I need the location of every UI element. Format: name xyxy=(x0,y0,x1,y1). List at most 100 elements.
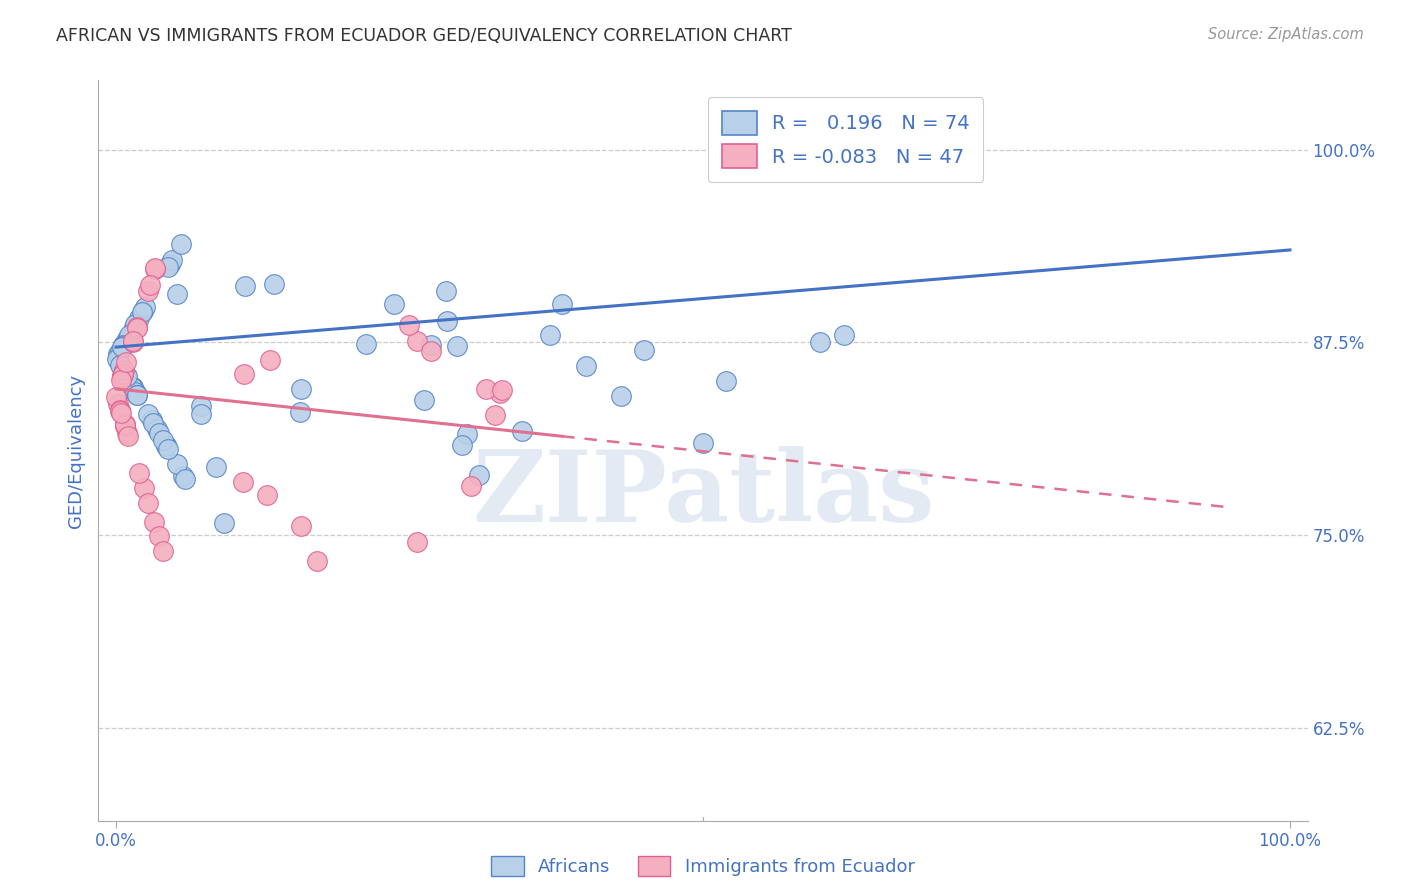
Point xyxy=(610,389,633,403)
Point xyxy=(111,369,134,384)
Point xyxy=(214,516,236,530)
Point xyxy=(121,335,143,350)
Point xyxy=(107,397,129,411)
Point xyxy=(152,544,174,558)
Point xyxy=(263,277,285,291)
Point xyxy=(128,310,150,325)
Point xyxy=(434,284,457,298)
Point xyxy=(110,359,132,374)
Point xyxy=(551,297,574,311)
Point xyxy=(115,355,138,369)
Point xyxy=(538,327,561,342)
Point xyxy=(143,515,166,529)
Point xyxy=(124,384,146,399)
Point xyxy=(460,479,482,493)
Point xyxy=(145,422,167,436)
Point xyxy=(114,336,136,351)
Point xyxy=(716,374,738,388)
Point xyxy=(110,373,132,387)
Point xyxy=(405,334,427,348)
Point xyxy=(125,321,148,335)
Point xyxy=(110,406,132,420)
Point xyxy=(256,488,278,502)
Point xyxy=(232,367,254,381)
Point xyxy=(290,518,312,533)
Point xyxy=(115,369,138,384)
Point xyxy=(122,334,145,348)
Point xyxy=(259,352,281,367)
Point xyxy=(382,297,405,311)
Point xyxy=(112,365,135,379)
Point xyxy=(139,277,162,292)
Point xyxy=(160,253,183,268)
Point xyxy=(105,351,128,366)
Point xyxy=(111,367,134,381)
Point xyxy=(107,347,129,361)
Point xyxy=(112,363,135,377)
Point xyxy=(114,418,136,433)
Point xyxy=(155,439,177,453)
Point xyxy=(115,368,138,383)
Point xyxy=(232,475,254,489)
Point xyxy=(127,320,149,334)
Point xyxy=(406,535,429,549)
Point xyxy=(117,428,139,442)
Point xyxy=(420,344,443,359)
Point xyxy=(110,404,132,418)
Point xyxy=(108,402,131,417)
Point xyxy=(290,405,312,419)
Point xyxy=(491,383,513,397)
Point xyxy=(633,343,655,358)
Point xyxy=(131,305,153,319)
Point xyxy=(105,390,128,404)
Point xyxy=(290,382,312,396)
Point xyxy=(108,344,131,359)
Text: ZIPatlas: ZIPatlas xyxy=(472,446,934,543)
Y-axis label: GED/Equivalency: GED/Equivalency xyxy=(67,374,86,527)
Point xyxy=(155,438,177,452)
Point xyxy=(436,314,458,328)
Point xyxy=(111,368,134,382)
Point xyxy=(112,365,135,379)
Point xyxy=(456,427,478,442)
Point xyxy=(159,257,181,271)
Point xyxy=(692,435,714,450)
Point xyxy=(412,392,434,407)
Point xyxy=(122,320,145,334)
Point xyxy=(132,481,155,495)
Point xyxy=(305,553,328,567)
Point xyxy=(114,417,136,432)
Point xyxy=(114,417,136,432)
Point xyxy=(136,284,159,298)
Point xyxy=(148,529,170,543)
Point xyxy=(121,379,143,393)
Point xyxy=(117,426,139,441)
Point xyxy=(108,358,131,372)
Point xyxy=(132,303,155,318)
Point xyxy=(575,359,598,373)
Point xyxy=(112,338,135,352)
Point xyxy=(127,388,149,402)
Point xyxy=(420,338,443,352)
Point xyxy=(170,236,193,251)
Point xyxy=(141,413,163,427)
Point xyxy=(121,379,143,393)
Point xyxy=(354,337,377,351)
Point xyxy=(451,437,474,451)
Point xyxy=(156,260,179,275)
Point xyxy=(484,408,506,422)
Point xyxy=(111,340,134,354)
Point xyxy=(111,369,134,384)
Point xyxy=(446,339,468,353)
Point xyxy=(190,399,212,413)
Text: Source: ZipAtlas.com: Source: ZipAtlas.com xyxy=(1208,27,1364,42)
Point xyxy=(138,496,160,510)
Point xyxy=(121,380,143,394)
Point xyxy=(142,416,165,430)
Point xyxy=(112,365,135,379)
Point xyxy=(128,466,150,480)
Point xyxy=(166,287,188,301)
Point xyxy=(118,327,141,342)
Point xyxy=(134,300,156,314)
Point xyxy=(398,318,420,332)
